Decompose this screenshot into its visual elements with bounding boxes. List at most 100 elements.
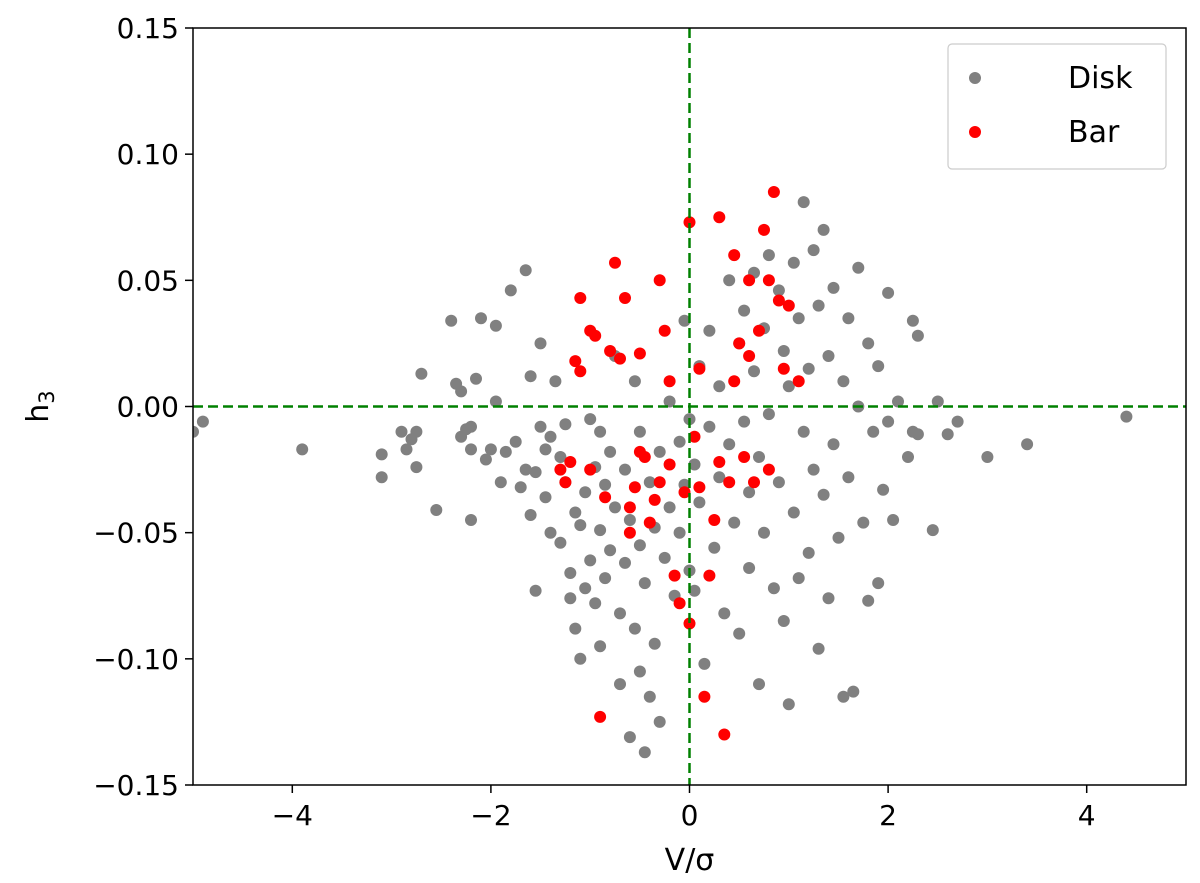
point-bar-46	[738, 451, 751, 463]
point-disk-171	[906, 314, 919, 327]
point-bar-57	[782, 299, 795, 312]
point-bar-7	[584, 463, 597, 476]
point-disk-79	[633, 665, 646, 678]
point-disk-5	[395, 425, 408, 438]
point-disk-6	[400, 443, 413, 456]
point-disk-68	[609, 501, 621, 514]
point-disk-37	[534, 337, 547, 350]
point-disk-23	[484, 443, 497, 456]
point-bar-22	[648, 493, 661, 506]
point-bar-31	[683, 216, 696, 229]
point-disk-176	[931, 395, 944, 408]
point-disk-41	[544, 526, 557, 539]
point-bar-12	[609, 256, 621, 269]
point-disk-44	[554, 451, 567, 463]
point-disk-10	[415, 367, 428, 380]
point-bar-24	[653, 476, 666, 489]
point-disk-151	[832, 531, 845, 544]
point-disk-11	[430, 504, 443, 516]
point-disk-34	[524, 509, 537, 521]
point-disk-74	[623, 731, 636, 744]
point-disk-27	[499, 445, 512, 458]
point-bar-47	[743, 274, 756, 287]
point-disk-152	[837, 375, 850, 388]
point-disk-114	[738, 304, 751, 317]
point-disk-117	[743, 562, 756, 574]
point-bar-30	[678, 486, 691, 499]
x-tick-label: 2	[879, 799, 897, 832]
point-disk-93	[673, 526, 686, 539]
point-disk-88	[658, 551, 671, 564]
x-tick-label: −4	[272, 799, 313, 832]
legend-marker-disk	[969, 72, 981, 84]
point-disk-115	[738, 415, 751, 428]
y-tick-label: 0.15	[117, 12, 179, 45]
point-disk-78	[633, 539, 646, 552]
y-axis-label-main: h	[21, 404, 56, 423]
point-disk-160	[862, 337, 875, 350]
point-bar-13	[614, 352, 626, 365]
point-disk-99	[688, 584, 701, 597]
point-bar-18	[633, 347, 646, 360]
point-bar-28	[668, 569, 681, 582]
y-tick-label: 0.10	[117, 138, 179, 171]
point-disk-86	[653, 715, 666, 728]
point-disk-62	[594, 640, 607, 653]
y-tick-label: 0.00	[117, 391, 179, 424]
point-disk-54	[579, 486, 592, 499]
point-bar-3	[569, 355, 582, 368]
point-disk-24	[489, 319, 502, 332]
point-disk-175	[926, 524, 939, 537]
point-disk-177	[941, 428, 954, 441]
point-disk-134	[787, 506, 800, 519]
points-layer	[193, 186, 1133, 759]
point-disk-55	[579, 582, 592, 595]
point-disk-75	[628, 375, 641, 388]
point-disk-83	[643, 690, 656, 703]
point-disk-133	[787, 256, 800, 269]
point-disk-85	[648, 637, 661, 650]
point-disk-1	[196, 415, 209, 428]
point-disk-126	[767, 582, 780, 595]
point-disk-153	[837, 690, 850, 703]
point-bar-36	[698, 690, 711, 703]
point-bar-50	[753, 324, 765, 337]
point-disk-2	[296, 443, 309, 456]
point-disk-178	[951, 415, 964, 428]
point-bar-33	[688, 430, 701, 443]
point-disk-36	[529, 584, 542, 597]
point-bar-40	[713, 456, 726, 468]
point-bar-15	[623, 501, 636, 514]
point-bar-23	[653, 274, 666, 287]
point-disk-116	[743, 486, 756, 499]
point-disk-76	[628, 622, 641, 635]
point-disk-48	[564, 567, 577, 579]
point-bar-42	[723, 476, 736, 489]
point-bar-53	[762, 463, 775, 476]
point-disk-138	[797, 425, 810, 438]
point-disk-170	[902, 451, 914, 463]
point-disk-110	[723, 438, 736, 451]
point-disk-123	[758, 526, 770, 539]
y-tick-label: −0.10	[93, 643, 179, 676]
point-disk-61	[594, 524, 607, 537]
point-disk-30	[514, 481, 527, 494]
point-disk-25	[489, 395, 502, 408]
x-tick-label: 4	[1078, 799, 1096, 832]
x-axis-label: V/σ	[665, 843, 715, 878]
y-tick-label: −0.05	[93, 517, 179, 550]
point-disk-3	[375, 448, 388, 461]
point-disk-164	[872, 577, 885, 590]
point-disk-108	[718, 607, 731, 620]
point-disk-50	[569, 506, 582, 519]
point-disk-106	[713, 380, 726, 393]
point-disk-73	[623, 514, 636, 526]
point-disk-46	[559, 418, 572, 431]
point-disk-4	[375, 471, 388, 484]
point-disk-144	[812, 642, 825, 655]
point-bar-58	[792, 375, 805, 388]
point-disk-38	[534, 420, 547, 433]
point-disk-149	[827, 281, 840, 294]
point-disk-127	[772, 284, 785, 297]
point-disk-143	[812, 299, 825, 312]
